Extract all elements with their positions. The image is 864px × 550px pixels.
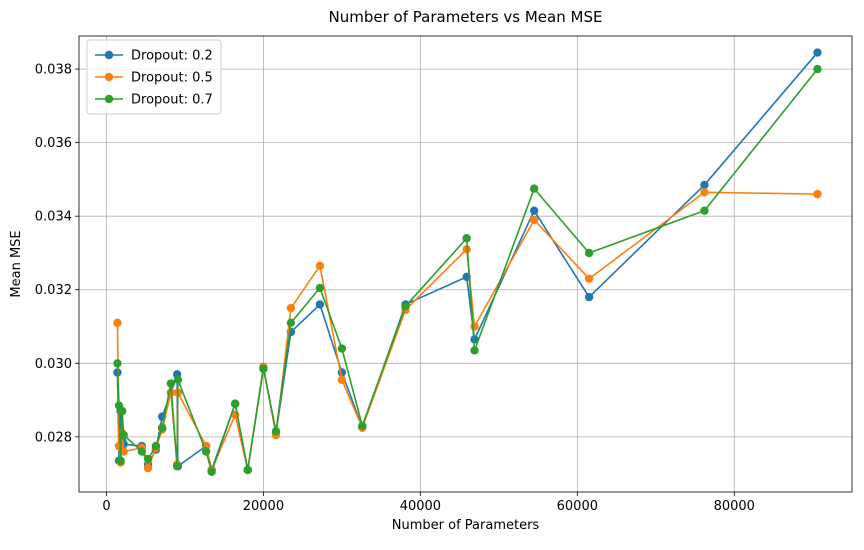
y-axis-label: Mean MSE [9,230,24,297]
data-point [584,274,594,283]
y-tick-label: 0.028 [35,430,72,445]
x-tick-label: 0 [102,499,110,514]
data-point [117,406,127,416]
data-point [230,399,240,408]
legend-item: Dropout: 0.2 [95,49,213,64]
data-point [337,375,347,385]
legend-marker [104,50,114,60]
data-point [137,447,146,456]
data-point [271,427,281,436]
data-point [700,206,709,215]
data-point [172,462,182,471]
series-3 [113,64,822,476]
legend-item: Dropout: 0.7 [95,93,213,108]
legend-label: Dropout: 0.7 [131,93,213,108]
data-point [201,447,211,456]
data-point [813,64,822,74]
y-tick-label: 0.032 [35,283,72,298]
data-point [286,318,296,328]
y-tick-label: 0.036 [35,136,72,151]
data-point [151,441,161,451]
data-point [243,465,252,475]
data-point [259,364,268,374]
data-point [315,300,325,309]
data-point [207,467,216,476]
data-point [401,302,410,311]
data-point [157,423,167,432]
series-layer [113,48,822,476]
data-point [462,234,471,243]
legend-label: Dropout: 0.2 [131,49,213,64]
grid-lines [79,36,852,492]
data-point [584,248,594,258]
data-point [116,456,125,465]
plot-frame [78,35,853,493]
data-point [700,188,709,197]
data-point [470,346,479,355]
x-tick-label: 20000 [243,499,284,514]
data-point [143,454,153,464]
data-point [315,261,325,271]
x-axis-label: Number of Parameters [392,518,540,533]
x-tick-label: 60000 [557,499,598,514]
data-point [584,292,594,302]
data-point [529,215,539,225]
x-tick-label: 80000 [714,499,755,514]
data-point [813,189,822,199]
data-point [166,379,176,388]
x-ticks: 0 20000 40000 60000 80000 [102,492,755,514]
data-point [529,184,539,193]
legend-item: Dropout: 0.5 [95,71,213,86]
y-tick-label: 0.038 [35,63,72,78]
legend-marker [104,94,114,104]
data-point [286,303,296,313]
data-point [113,359,122,368]
data-point [529,206,539,215]
y-tick-label: 0.030 [35,357,72,372]
data-point [337,344,347,353]
chart-title: Number of Parameters vs Mean MSE [329,8,603,26]
legend-label: Dropout: 0.5 [131,71,213,86]
x-tick-label: 40000 [400,499,441,514]
legend-marker [104,72,114,82]
data-point [113,318,122,328]
data-point [470,322,479,331]
data-point [119,430,128,440]
y-ticks: 0.028 0.030 0.032 0.034 0.036 0.038 [35,63,79,445]
data-point [143,463,153,473]
data-point [358,421,367,431]
data-point [315,283,325,293]
data-point [700,180,709,190]
data-point [173,375,183,385]
y-tick-label: 0.034 [35,210,72,225]
legend-box [86,39,222,115]
legend: Dropout: 0.2 Dropout: 0.5 Dropout: 0.7 [86,39,222,115]
data-point [813,48,822,57]
data-point [337,368,347,377]
